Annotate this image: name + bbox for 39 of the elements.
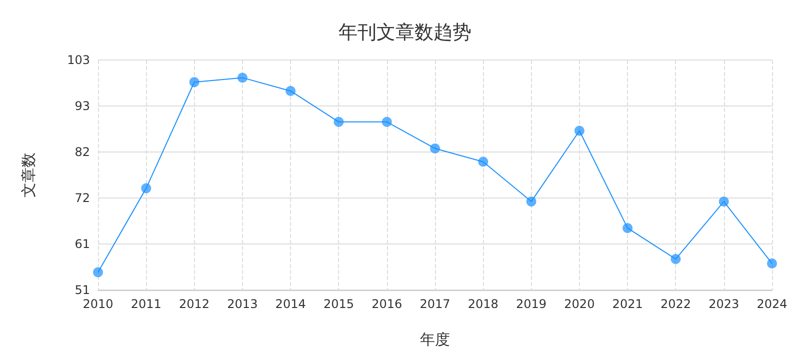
- point: [430, 143, 440, 154]
- point: [767, 258, 777, 268]
- point: [526, 196, 536, 207]
- y-tick-label: 51: [74, 283, 90, 297]
- y-tick-label: 61: [74, 237, 90, 251]
- y-tick-label: 103: [67, 53, 90, 67]
- x-tick-label: 2020: [564, 297, 595, 311]
- point: [622, 223, 633, 234]
- x-axis-title: 年度: [420, 330, 450, 348]
- x-tick-label: 2011: [130, 297, 162, 311]
- point: [382, 116, 392, 127]
- x-tick-label: 2023: [708, 297, 740, 311]
- point: [93, 267, 103, 278]
- y-tick-label: 93: [74, 99, 90, 113]
- x-tick-label: 2024: [756, 297, 788, 311]
- point: [718, 196, 729, 207]
- point: [141, 183, 152, 194]
- x-tick-label: 2013: [227, 297, 258, 311]
- point: [334, 116, 344, 127]
- x-tick-label: 2022: [660, 297, 691, 311]
- point: [670, 254, 681, 264]
- x-tick-label: 2019: [516, 297, 547, 311]
- y-tick-label: 82: [74, 145, 90, 159]
- x-tick-label: 2018: [468, 297, 498, 311]
- point: [574, 126, 584, 136]
- x-tick-label: 2016: [372, 297, 402, 311]
- x-tick-label: 2014: [275, 297, 306, 311]
- x-tick-label: 2010: [82, 297, 114, 311]
- x-tick-label: 2017: [420, 297, 450, 311]
- point: [189, 77, 200, 88]
- point: [237, 72, 248, 83]
- chart-title: 年刊文章数趋势: [338, 22, 472, 44]
- x-tick-label: 2021: [612, 297, 643, 311]
- y-axis-title: 文章数: [20, 152, 38, 198]
- point: [286, 86, 296, 96]
- y-tick-label: 72: [74, 191, 90, 205]
- x-tick-label: 2012: [179, 297, 210, 311]
- point: [478, 156, 488, 167]
- x-tick-label: 2015: [323, 297, 354, 311]
